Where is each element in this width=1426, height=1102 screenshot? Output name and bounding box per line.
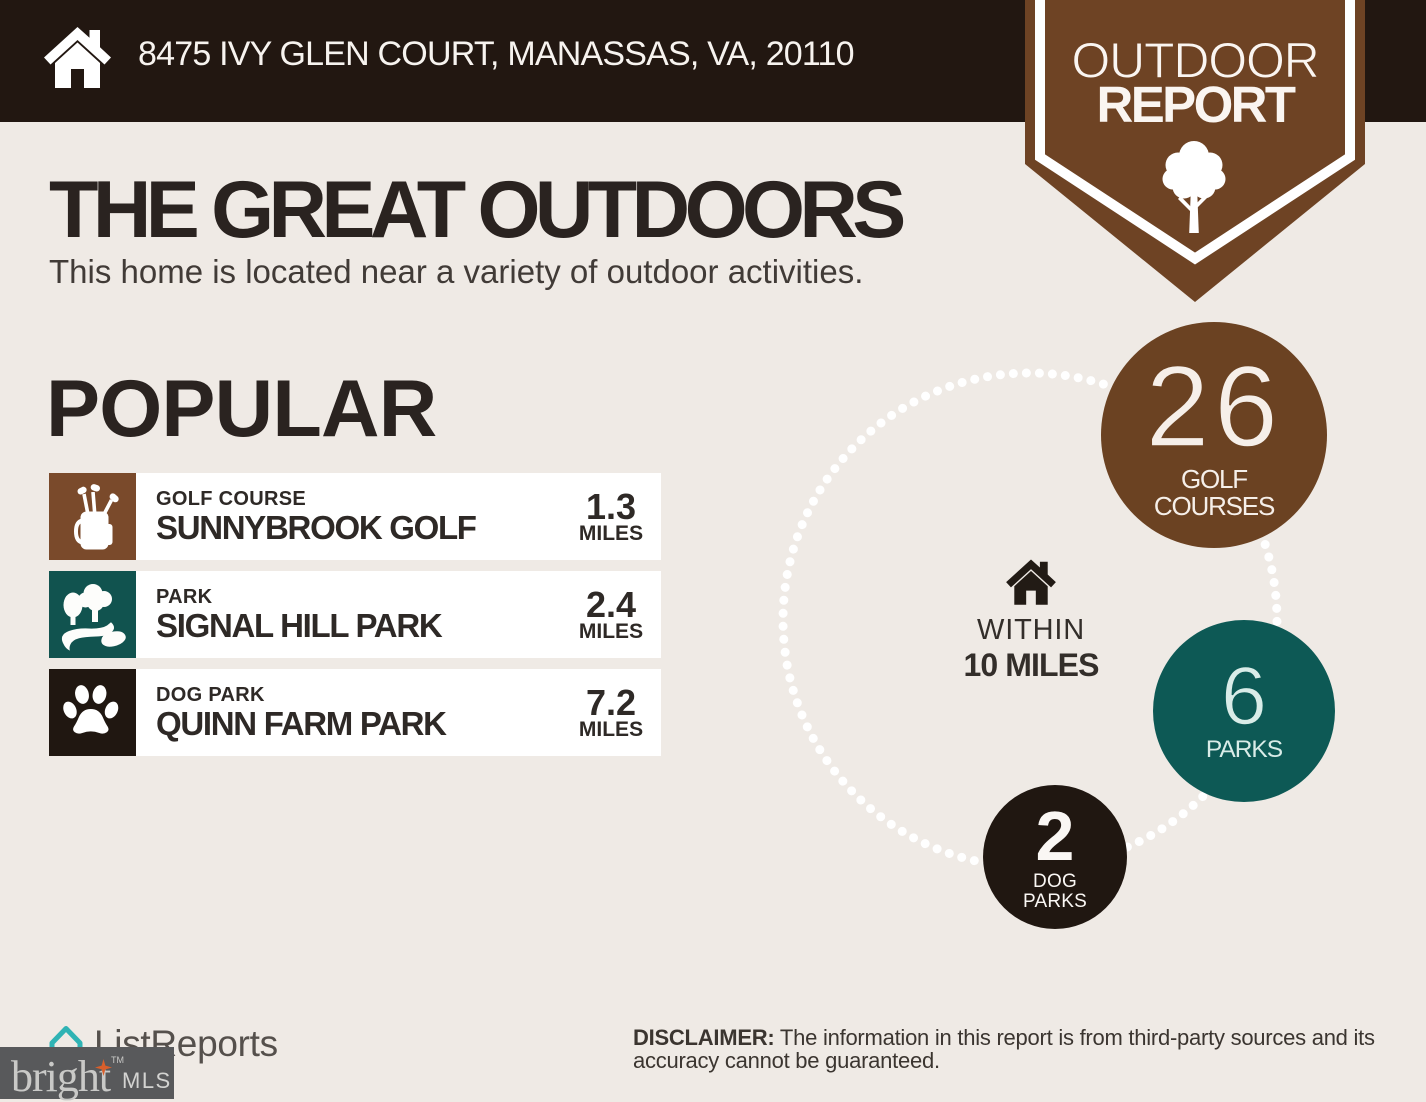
svg-text:REPORT: REPORT [1097,76,1296,133]
svg-text:OUTDOOR: OUTDOOR [1071,33,1318,89]
